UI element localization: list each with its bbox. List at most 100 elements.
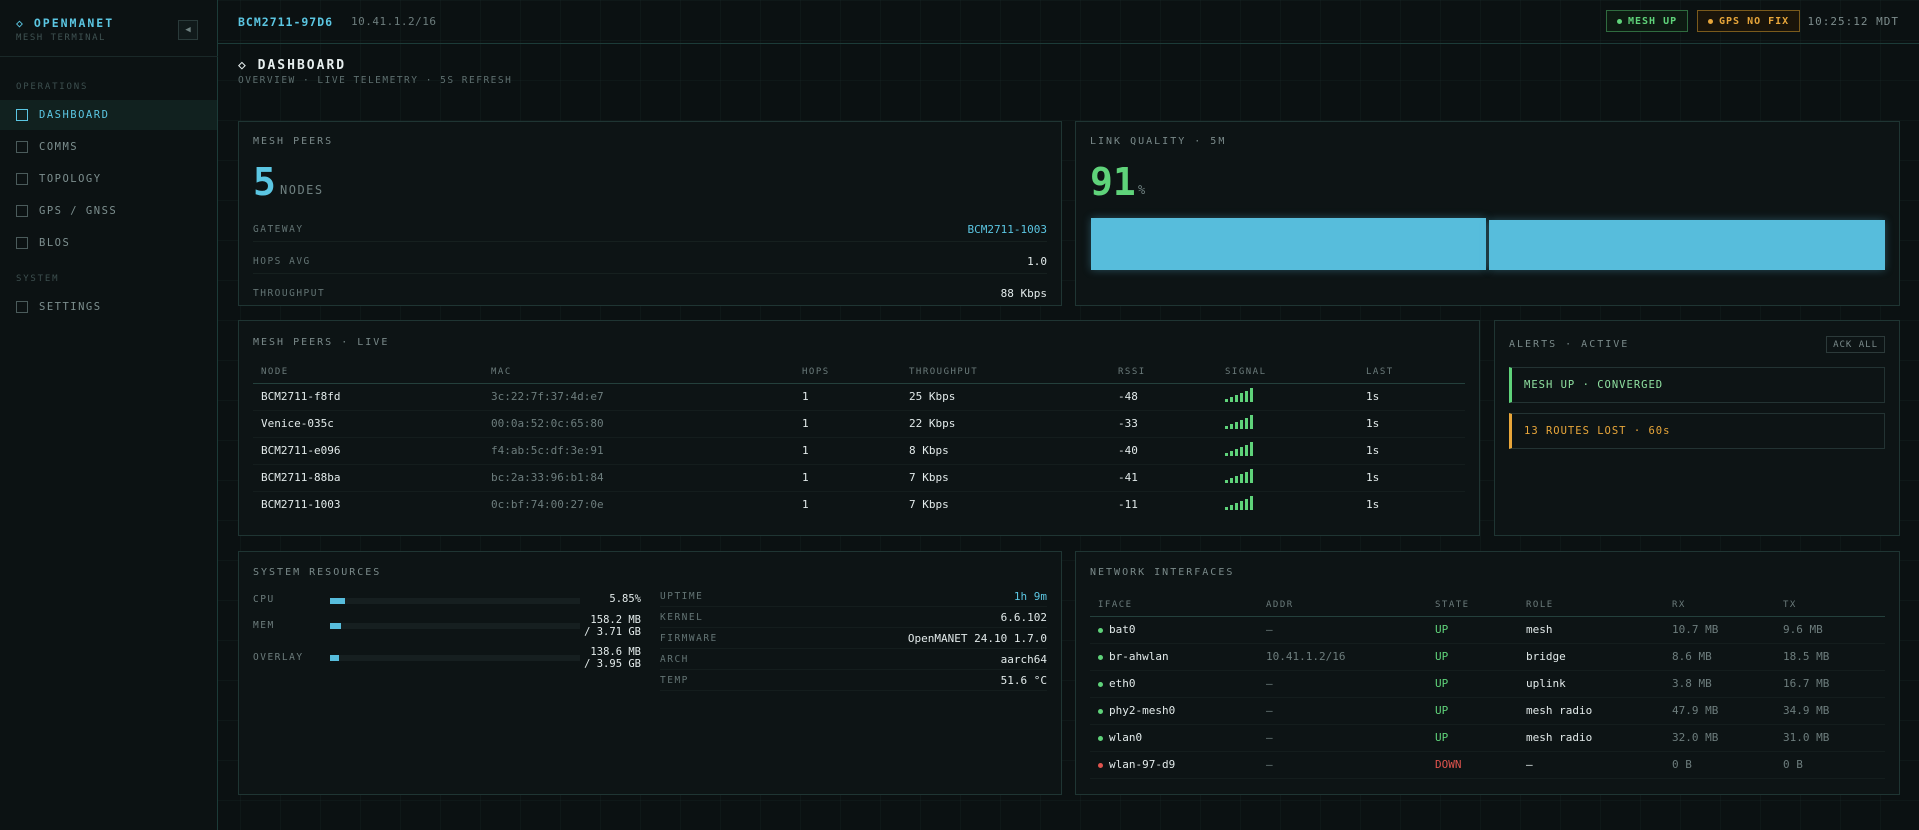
overlay-bar-fill bbox=[330, 655, 339, 661]
sidebar-item-label: TOPOLOGY bbox=[39, 173, 102, 185]
column-header: LAST bbox=[1358, 361, 1465, 384]
alerts-panel: ALERTS · ACTIVE ACK ALL MESH UP · CONVER… bbox=[1494, 320, 1900, 536]
sidebar-item-dashboard[interactable]: DASHBOARD bbox=[0, 100, 217, 130]
table-row[interactable]: br-ahwlan 10.41.1.2/16 UP bridge 8.6 MB … bbox=[1090, 643, 1885, 671]
iface-role: — bbox=[1518, 751, 1664, 779]
column-header: TX bbox=[1775, 594, 1885, 617]
table-row[interactable]: Venice-035c 00:0a:52:0c:65:80 1 22 Kbps … bbox=[253, 410, 1465, 438]
clock: 10:25:12 MDT bbox=[1807, 15, 1899, 28]
signal-bars-icon bbox=[1225, 415, 1253, 429]
node-name: Venice-035c bbox=[253, 410, 483, 438]
iface-rx: 8.6 MB bbox=[1664, 643, 1775, 671]
column-header: STATE bbox=[1427, 594, 1518, 617]
iface-rx: 32.0 MB bbox=[1664, 724, 1775, 752]
link-quality-bar-right bbox=[1489, 220, 1885, 270]
iface-cell: wlan0 bbox=[1090, 724, 1258, 752]
hops: 1 bbox=[794, 383, 901, 411]
last-seen: 1s bbox=[1358, 464, 1465, 492]
table-row[interactable]: BCM2711-88ba bc:2a:33:96:b1:84 1 7 Kbps … bbox=[253, 464, 1465, 492]
panel-title: MESH PEERS · LIVE bbox=[253, 337, 390, 348]
table-row[interactable]: wlan-97-d9 — DOWN — 0 B 0 B bbox=[1090, 751, 1885, 779]
firmware-row: FIRMWARE OpenMANET 24.10 1.7.0 bbox=[660, 628, 1047, 649]
ack-all-button[interactable]: ACK ALL bbox=[1826, 336, 1885, 353]
iface-addr: — bbox=[1258, 616, 1427, 644]
sidebar-item-settings[interactable]: SETTINGS bbox=[0, 292, 217, 322]
last-seen: 1s bbox=[1366, 498, 1380, 512]
kv-key: GATEWAY bbox=[253, 224, 304, 235]
iface-cell: br-ahwlan bbox=[1090, 643, 1258, 671]
hops-avg-row: HOPS AVG 1.0 bbox=[253, 250, 1047, 274]
table-row[interactable]: wlan0 — UP mesh radio 32.0 MB 31.0 MB bbox=[1090, 724, 1885, 752]
rssi: -11 bbox=[1118, 498, 1138, 512]
mesh-status-text: MESH UP bbox=[1628, 15, 1678, 27]
brand-title: ◇ OPENMANET bbox=[16, 16, 115, 30]
mesh-status-badge: MESH UP bbox=[1606, 10, 1689, 32]
sidebar-item-blos[interactable]: BLOS bbox=[0, 228, 217, 258]
alert-item-ok[interactable]: MESH UP · CONVERGED bbox=[1509, 367, 1885, 403]
topbar: BCM2711-97D6 10.41.1.2/16 MESH UP GPS NO… bbox=[218, 0, 1919, 44]
hops: 1 bbox=[794, 410, 901, 438]
mac-address: f4:ab:5c:df:3e:91 bbox=[483, 437, 794, 465]
mac-address: 00:0a:52:0c:65:80 bbox=[483, 410, 794, 438]
status-dot-icon bbox=[1098, 655, 1103, 660]
info-key: FIRMWARE bbox=[660, 632, 718, 644]
status-dot-icon bbox=[1708, 18, 1713, 24]
hops: 1 bbox=[802, 498, 809, 512]
link-quality-unit: % bbox=[1138, 183, 1147, 197]
iface-state: UP bbox=[1427, 697, 1518, 725]
sidebar-item-comms[interactable]: COMMS bbox=[0, 132, 217, 162]
signal-bars-icon bbox=[1225, 442, 1253, 456]
collapse-sidebar-button[interactable]: ◀ bbox=[178, 20, 198, 40]
overlay-label: OVERLAY bbox=[253, 652, 304, 663]
hops: 1 bbox=[794, 464, 901, 492]
sidebar-item-gps-gnss[interactable]: GPS / GNSS bbox=[0, 196, 217, 226]
gateway-link[interactable]: BCM2711-1003 bbox=[967, 223, 1047, 236]
iface-role: mesh radio bbox=[1518, 697, 1664, 725]
uptime-row: UPTIME 1h 9m bbox=[660, 586, 1047, 607]
network-interfaces-panel: NETWORK INTERFACES IFACE ADDR STATE ROLE… bbox=[1075, 551, 1900, 795]
throughput-row: THROUGHPUT 88 Kbps bbox=[253, 281, 1047, 305]
panel-title: ALERTS · ACTIVE bbox=[1509, 339, 1630, 350]
alert-item-warn[interactable]: 13 ROUTES LOST · 60s bbox=[1509, 413, 1885, 449]
sidebar-item-label: SETTINGS bbox=[39, 301, 102, 313]
table-row[interactable]: bat0 — UP mesh 10.7 MB 9.6 MB bbox=[1090, 616, 1885, 644]
node-name: BCM2711-88ba bbox=[253, 464, 483, 492]
column-header: SIGNAL bbox=[1217, 361, 1358, 384]
mem-total: / 3.71 GB bbox=[584, 626, 641, 638]
iface-name: wlan-97-d9 bbox=[1109, 758, 1176, 771]
iface-tx: 16.7 MB bbox=[1775, 670, 1885, 698]
status-dot-icon bbox=[1098, 709, 1103, 714]
table-row[interactable]: BCM2711-e096 f4:ab:5c:df:3e:91 1 8 Kbps … bbox=[253, 437, 1465, 465]
iface-tx: 31.0 MB bbox=[1775, 724, 1885, 752]
iface-addr: — bbox=[1258, 751, 1427, 779]
panel-title: LINK QUALITY · 5M bbox=[1090, 136, 1227, 147]
table-row[interactable]: phy2-mesh0 — UP mesh radio 47.9 MB 34.9 … bbox=[1090, 697, 1885, 725]
iface-state: UP bbox=[1427, 670, 1518, 698]
sidebar-item-label: BLOS bbox=[39, 237, 71, 249]
mesh-peers-summary-panel: MESH PEERS 5 NODES GATEWAY BCM2711-1003 … bbox=[238, 121, 1062, 306]
sidebar-item-topology[interactable]: TOPOLOGY bbox=[0, 164, 217, 194]
iface-cell: eth0 bbox=[1090, 670, 1258, 698]
table-row[interactable]: BCM2711-f8fd 3c:22:7f:37:4d:e7 1 25 Kbps… bbox=[253, 383, 1465, 411]
table-row[interactable]: BCM2711-1003 0c:bf:74:00:27:0e 1 7 Kbps … bbox=[253, 491, 1465, 518]
mem-value: 158.2 MB / 3.71 GB bbox=[584, 614, 641, 638]
table-row[interactable]: eth0 — UP uplink 3.8 MB 16.7 MB bbox=[1090, 670, 1885, 698]
column-header: THROUGHPUT bbox=[901, 361, 1110, 384]
signal-cell bbox=[1217, 437, 1358, 465]
link-quality-bar-left bbox=[1091, 218, 1486, 270]
last-seen: 1s bbox=[1358, 437, 1465, 465]
overlay-total: / 3.95 GB bbox=[584, 658, 641, 670]
cpu-bar bbox=[330, 598, 580, 604]
iface-name: phy2-mesh0 bbox=[1109, 704, 1176, 717]
brand-subtitle: MESH TERMINAL bbox=[16, 33, 106, 43]
node-name: BCM2711-1003 bbox=[261, 498, 341, 512]
cpu-label: CPU bbox=[253, 594, 275, 605]
info-key: TEMP bbox=[660, 674, 689, 686]
iface-role: mesh radio bbox=[1518, 724, 1664, 752]
kernel-row: KERNEL 6.6.102 bbox=[660, 607, 1047, 628]
status-dot-icon bbox=[1098, 628, 1103, 633]
interfaces-table: IFACE ADDR STATE ROLE RX TX bat0 — UP me… bbox=[1090, 594, 1885, 779]
info-key: KERNEL bbox=[660, 611, 704, 623]
mem-bar-fill bbox=[330, 623, 341, 629]
iface-addr: 10.41.1.2/16 bbox=[1258, 643, 1427, 671]
